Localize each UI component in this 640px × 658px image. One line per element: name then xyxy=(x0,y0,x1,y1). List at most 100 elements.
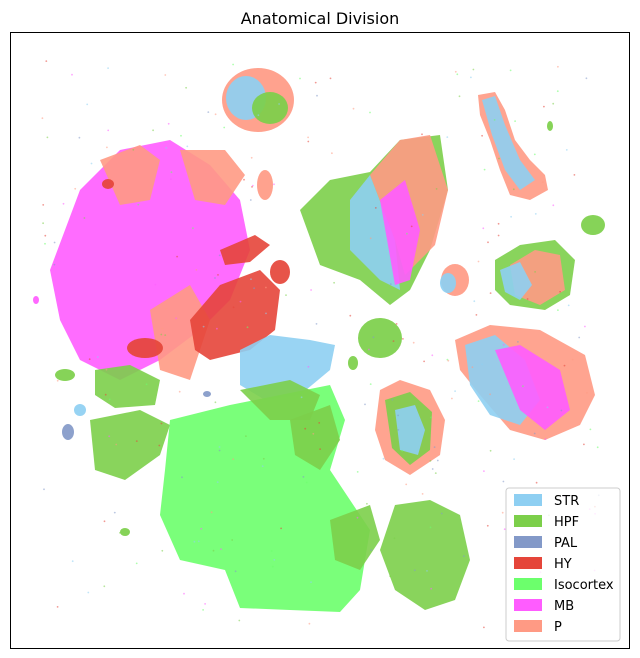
scatter-point xyxy=(405,483,408,486)
scatter-point xyxy=(497,222,500,225)
cluster-rightmid-str xyxy=(500,262,532,300)
scatter-point xyxy=(470,76,472,79)
cluster-p-small xyxy=(257,170,273,200)
legend-swatch-mb xyxy=(514,599,542,611)
scatter-point xyxy=(477,400,480,402)
legend-swatch-p xyxy=(514,620,542,632)
legend-label-isocortex: Isocortex xyxy=(554,578,614,593)
cluster-sat-4 xyxy=(120,528,130,536)
scatter-point xyxy=(557,309,559,311)
scatter-point xyxy=(164,334,167,336)
scatter-point xyxy=(232,306,235,309)
scatter-point xyxy=(137,203,140,206)
scatter-point xyxy=(105,368,108,371)
scatter-point xyxy=(44,242,46,245)
scatter-point xyxy=(349,314,352,317)
legend-swatch-hy xyxy=(514,557,542,569)
scatter-point xyxy=(369,237,372,240)
scatter-point xyxy=(220,548,222,551)
scatter-point xyxy=(167,122,170,125)
scatter-point xyxy=(214,277,216,279)
scatter-point xyxy=(406,232,408,235)
scatter-point xyxy=(232,63,235,66)
legend-label-p: P xyxy=(554,620,562,635)
scatter-point xyxy=(90,162,93,165)
scatter-point xyxy=(170,171,173,174)
scatter-point xyxy=(356,516,359,519)
scatter-point xyxy=(315,323,318,325)
scatter-point xyxy=(517,341,519,343)
scatter-point xyxy=(314,81,317,84)
scatter-point xyxy=(565,149,568,151)
cluster-center-str xyxy=(350,175,400,290)
scatter-point xyxy=(393,537,396,540)
scatter-point xyxy=(458,95,461,98)
scatter-point xyxy=(312,432,315,435)
scatter-point xyxy=(251,184,254,187)
scatter-point xyxy=(472,68,475,71)
scatter-point xyxy=(510,215,512,218)
scatter-point xyxy=(352,107,355,110)
scatter-point xyxy=(509,69,512,72)
scatter-point xyxy=(210,511,213,514)
scatter-point xyxy=(261,465,264,468)
scatter-point xyxy=(586,391,588,394)
scatter-point xyxy=(471,366,474,369)
scatter-point xyxy=(214,113,217,116)
cluster-sat-2 xyxy=(74,404,86,416)
scatter-point xyxy=(96,356,99,358)
legend-swatch-hpf xyxy=(514,515,542,527)
cluster-center-mb xyxy=(380,180,420,285)
scatter-point xyxy=(421,133,423,136)
scatter-point xyxy=(514,120,516,122)
cluster-sat-5 xyxy=(348,356,358,370)
scatter-point xyxy=(202,609,205,611)
scatter-speckles xyxy=(41,60,600,629)
scatter-point xyxy=(223,126,226,129)
scatter-point xyxy=(46,136,49,139)
scatter-point xyxy=(533,432,536,435)
scatter-point xyxy=(535,481,538,484)
cluster-sat-9 xyxy=(102,179,114,189)
scatter-point xyxy=(165,147,168,149)
scatter-point xyxy=(487,241,489,244)
scatter-point xyxy=(83,217,86,219)
scatter-point xyxy=(164,74,167,76)
scatter-point xyxy=(216,327,218,330)
scatter-point xyxy=(493,119,496,121)
scatter-point xyxy=(262,457,265,460)
legend-label-str: STR xyxy=(554,494,579,509)
scatter-point xyxy=(421,214,424,216)
scatter-point xyxy=(135,440,138,442)
scatter-point xyxy=(522,385,524,388)
scatter-point xyxy=(433,446,436,448)
scatter-point xyxy=(115,443,118,446)
cluster-hpf-lower-right xyxy=(380,500,470,610)
scatter-point xyxy=(402,338,404,340)
scatter-point xyxy=(482,227,485,230)
scatter-point xyxy=(446,136,449,139)
cluster-hy-upper xyxy=(220,235,270,265)
scatter-point xyxy=(42,204,45,206)
scatter-point xyxy=(197,540,200,543)
scatter-point xyxy=(302,476,305,478)
scatter-point xyxy=(368,348,370,351)
scatter-point xyxy=(145,383,148,386)
scatter-point xyxy=(161,549,164,552)
scatter-point xyxy=(513,458,515,460)
scatter-point xyxy=(475,314,478,316)
legend-swatch-pal xyxy=(514,536,542,548)
scatter-point xyxy=(249,199,252,201)
scatter-point xyxy=(307,136,309,139)
scatter-point xyxy=(364,403,366,406)
legend-swatch-isocortex xyxy=(514,578,542,590)
scatter-point xyxy=(56,606,59,608)
scatter-point xyxy=(200,527,203,530)
scatter-point xyxy=(559,290,561,293)
scatter-point xyxy=(176,255,179,258)
cluster-sat-7 xyxy=(547,121,553,131)
scatter-point xyxy=(119,531,121,534)
scatter-point xyxy=(41,117,44,120)
scatter-point xyxy=(251,186,253,188)
scatter-point xyxy=(170,178,172,181)
